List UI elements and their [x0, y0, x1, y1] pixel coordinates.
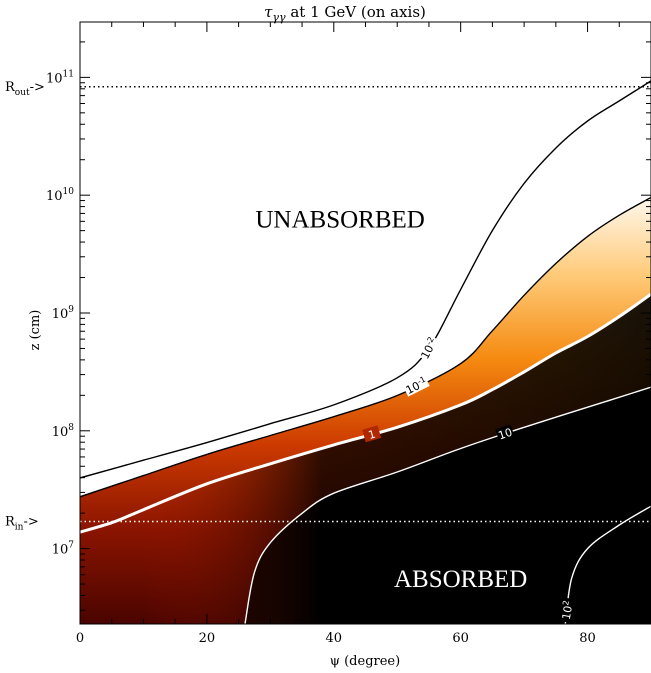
x-tick-label: 40 — [326, 631, 343, 646]
contour-label-background — [417, 334, 440, 362]
reference-label-subscript: out — [15, 88, 30, 98]
contour-label-background — [558, 597, 576, 624]
contour-label-background — [362, 425, 382, 443]
x-axis: 0 20 40 60 80 — [76, 22, 651, 646]
x-tick-label: 80 — [579, 631, 596, 646]
reference-label-arrow: -> — [23, 515, 38, 530]
y-tick-exponent: 10 — [63, 187, 75, 197]
y-tick-label: 108 — [52, 423, 75, 440]
contour-label-exponent: -2 — [424, 335, 436, 346]
y-tick-label: 109 — [52, 305, 75, 322]
y-tick-exponent: 7 — [68, 541, 74, 551]
chart-title: τγγ at 1 GeV (on axis) — [264, 3, 426, 24]
contour-line-0_1 — [80, 196, 651, 498]
y-axis-title: z (cm) — [28, 310, 43, 351]
contour-label-text: 10 — [497, 426, 514, 443]
reference-label-subscript: in — [15, 523, 24, 533]
contour-line-0_01 — [80, 80, 651, 479]
contour-line-1 — [80, 292, 651, 534]
y-tick-exponent: 9 — [68, 305, 74, 315]
y-tick-label: 107 — [52, 541, 75, 558]
region-label-absorbed: ABSORBED — [394, 566, 527, 593]
y-tick-exponent: 11 — [63, 69, 74, 79]
y-tick-exponent: 8 — [68, 423, 74, 433]
region-labels: UNABSORBED ABSORBED — [255, 207, 527, 593]
contour-label-exponent: -1 — [416, 375, 427, 387]
plot-area — [80, 22, 651, 624]
x-tick-label: 20 — [199, 631, 216, 646]
contour-label-background — [495, 424, 515, 442]
reference-label-r-in: Rin-> — [5, 515, 39, 533]
reference-lines — [80, 86, 651, 523]
contour-label-text: 1 — [367, 428, 377, 442]
absorbed-shading — [143, 294, 651, 624]
contour-line-10 — [244, 386, 651, 624]
title-rest: at 1 GeV (on axis) — [286, 3, 426, 21]
contour-label-100: 102 — [558, 597, 576, 624]
reference-label-arrow: -> — [30, 80, 45, 95]
contour-label-10: 10 — [495, 424, 515, 442]
reference-markers: Rout-> Rin-> — [5, 80, 45, 533]
x-tick-label: 0 — [76, 631, 84, 646]
contour-lines — [80, 80, 651, 624]
chart-title-text: τγγ at 1 GeV (on axis) — [264, 3, 426, 24]
region-label-unabsorbed: UNABSORBED — [255, 207, 424, 234]
contour-label-1: 1 — [362, 425, 382, 443]
title-subscript: γγ — [272, 11, 286, 24]
contour-label-exponent: 2 — [561, 600, 571, 607]
x-axis-title: ψ (degree) — [330, 654, 400, 669]
y-tick-label: 1010 — [46, 187, 74, 204]
x-tick-label: 60 — [452, 631, 469, 646]
title-tau: τ — [264, 3, 273, 21]
y-tick-label: 1011 — [46, 69, 74, 86]
contour-line-100 — [564, 505, 651, 624]
contour-label-background — [402, 374, 430, 397]
reference-label-r-out: Rout-> — [5, 80, 45, 98]
